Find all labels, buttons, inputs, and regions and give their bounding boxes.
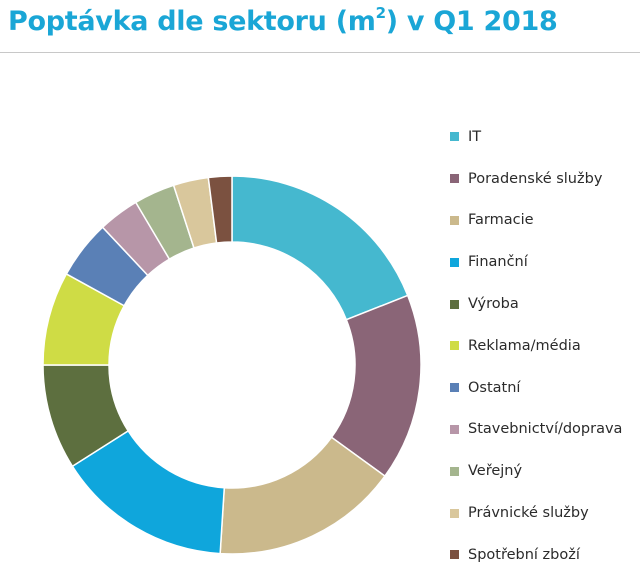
legend-swatch: [450, 341, 459, 351]
legend-item: Právnické služby: [450, 492, 622, 534]
legend-swatch: [450, 174, 459, 184]
title-divider: [0, 52, 640, 53]
legend-item: Reklama/média: [450, 325, 622, 367]
legend-item: Ostatní: [450, 367, 622, 409]
legend-item: Poradenské služby: [450, 158, 622, 200]
legend-label: Poradenské služby: [468, 170, 603, 187]
legend-label: Veřejný: [468, 463, 523, 480]
chart-title: Poptávka dle sektoru (m2) v Q1 2018: [8, 4, 558, 37]
legend-item: Finanční: [450, 241, 622, 283]
legend-item: Farmacie: [450, 200, 622, 242]
legend-swatch: [450, 132, 459, 142]
legend-label: Stavebnictví/doprava: [468, 421, 623, 438]
legend-swatch: [450, 424, 459, 434]
legend-item: Spotřební zboží: [450, 534, 622, 576]
legend-label: Výroba: [468, 296, 519, 313]
legend-label: Spotřební zboží: [468, 546, 580, 563]
legend-swatch: [450, 257, 459, 267]
chart-legend: IT Poradenské služby Farmacie Finanční Výrob…: [450, 116, 622, 576]
legend-item: IT: [450, 116, 622, 158]
chart-title-superscript: 2: [375, 4, 386, 22]
donut-slice-11: [207, 175, 233, 244]
legend-swatch: [450, 508, 459, 518]
legend-item: Veřejný: [450, 450, 622, 492]
legend-label: Farmacie: [468, 212, 534, 229]
legend-label: Finanční: [468, 254, 528, 271]
legend-item: Výroba: [450, 283, 622, 325]
legend-label: IT: [468, 128, 482, 145]
donut-slice-1: [231, 175, 409, 321]
legend-swatch: [450, 215, 459, 225]
legend-swatch: [450, 299, 459, 309]
legend-item: Stavebnictví/doprava: [450, 409, 622, 451]
legend-swatch: [450, 466, 459, 476]
legend-swatch: [450, 550, 459, 560]
legend-label: Reklama/média: [468, 337, 581, 354]
legend-label: Právnické služby: [468, 505, 589, 522]
legend-label: Ostatní: [468, 379, 521, 396]
legend-swatch: [450, 383, 459, 393]
chart-title-prefix: Poptávka dle sektoru (m: [8, 6, 376, 37]
chart-title-suffix: ) v Q1 2018: [385, 6, 558, 37]
